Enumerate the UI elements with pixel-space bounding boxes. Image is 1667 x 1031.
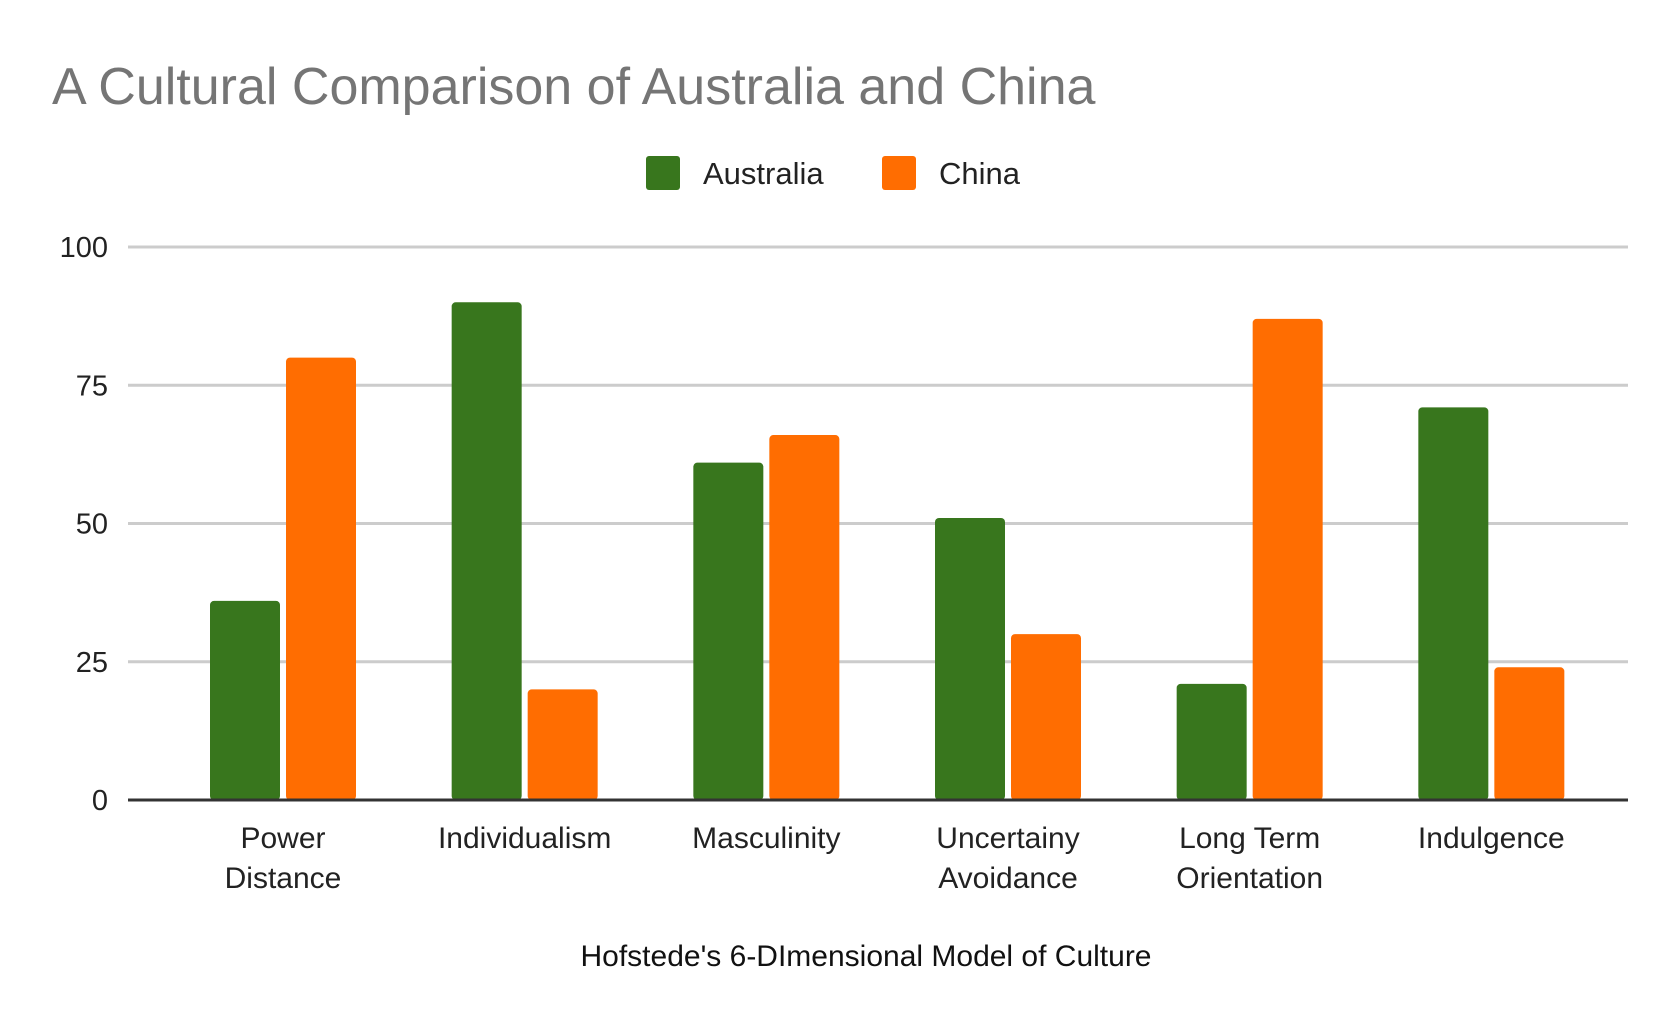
bars <box>210 302 1565 800</box>
x-tick-label: Individualism <box>438 822 611 855</box>
gridlines <box>128 245 1628 664</box>
y-tick-label: 75 <box>76 370 108 402</box>
x-tick-label: Masculinity <box>692 822 840 855</box>
legend-label-china: China <box>939 156 1021 191</box>
y-tick-label: 100 <box>60 232 108 264</box>
bar-china-5 <box>1494 667 1565 800</box>
bar-australia-0 <box>210 600 280 800</box>
x-tick-label: Orientation <box>1176 862 1323 895</box>
x-axis-title: Hofstede's 6-DImensional Model of Cultur… <box>581 940 1152 973</box>
bar-australia-2 <box>693 462 764 800</box>
bar-china-1 <box>527 689 598 800</box>
x-tick-label: Avoidance <box>938 862 1078 895</box>
bar-china-4 <box>1252 318 1323 800</box>
bar-australia-3 <box>935 517 1005 800</box>
y-tick-label: 0 <box>92 785 108 817</box>
bar-china-3 <box>1011 634 1081 800</box>
legend-swatch-australia <box>646 156 680 190</box>
x-tick-label: Long Term <box>1179 822 1320 855</box>
bar-australia-5 <box>1418 407 1489 800</box>
legend-swatch-china <box>882 156 916 190</box>
x-tick-label: Indulgence <box>1418 822 1565 855</box>
legend-label-australia: Australia <box>703 156 824 191</box>
x-axis-categories: Power Distance Individualism Masculinity Unc… <box>225 822 1565 895</box>
x-tick-label: Distance <box>225 862 342 895</box>
y-tick-label: 25 <box>76 647 108 679</box>
x-tick-label: Uncertainy <box>936 822 1079 855</box>
bar-australia-1 <box>451 302 522 800</box>
chart-title: A Cultural Comparison of Australia and C… <box>52 58 1096 116</box>
y-axis-ticks: 0 25 50 75 100 <box>60 232 108 817</box>
y-tick-label: 50 <box>76 509 108 541</box>
x-tick-label: Power <box>240 822 325 855</box>
bar-china-2 <box>769 435 840 800</box>
bar-australia-4 <box>1176 683 1247 800</box>
bar-china-0 <box>286 357 356 800</box>
legend: Australia China <box>646 156 1021 191</box>
